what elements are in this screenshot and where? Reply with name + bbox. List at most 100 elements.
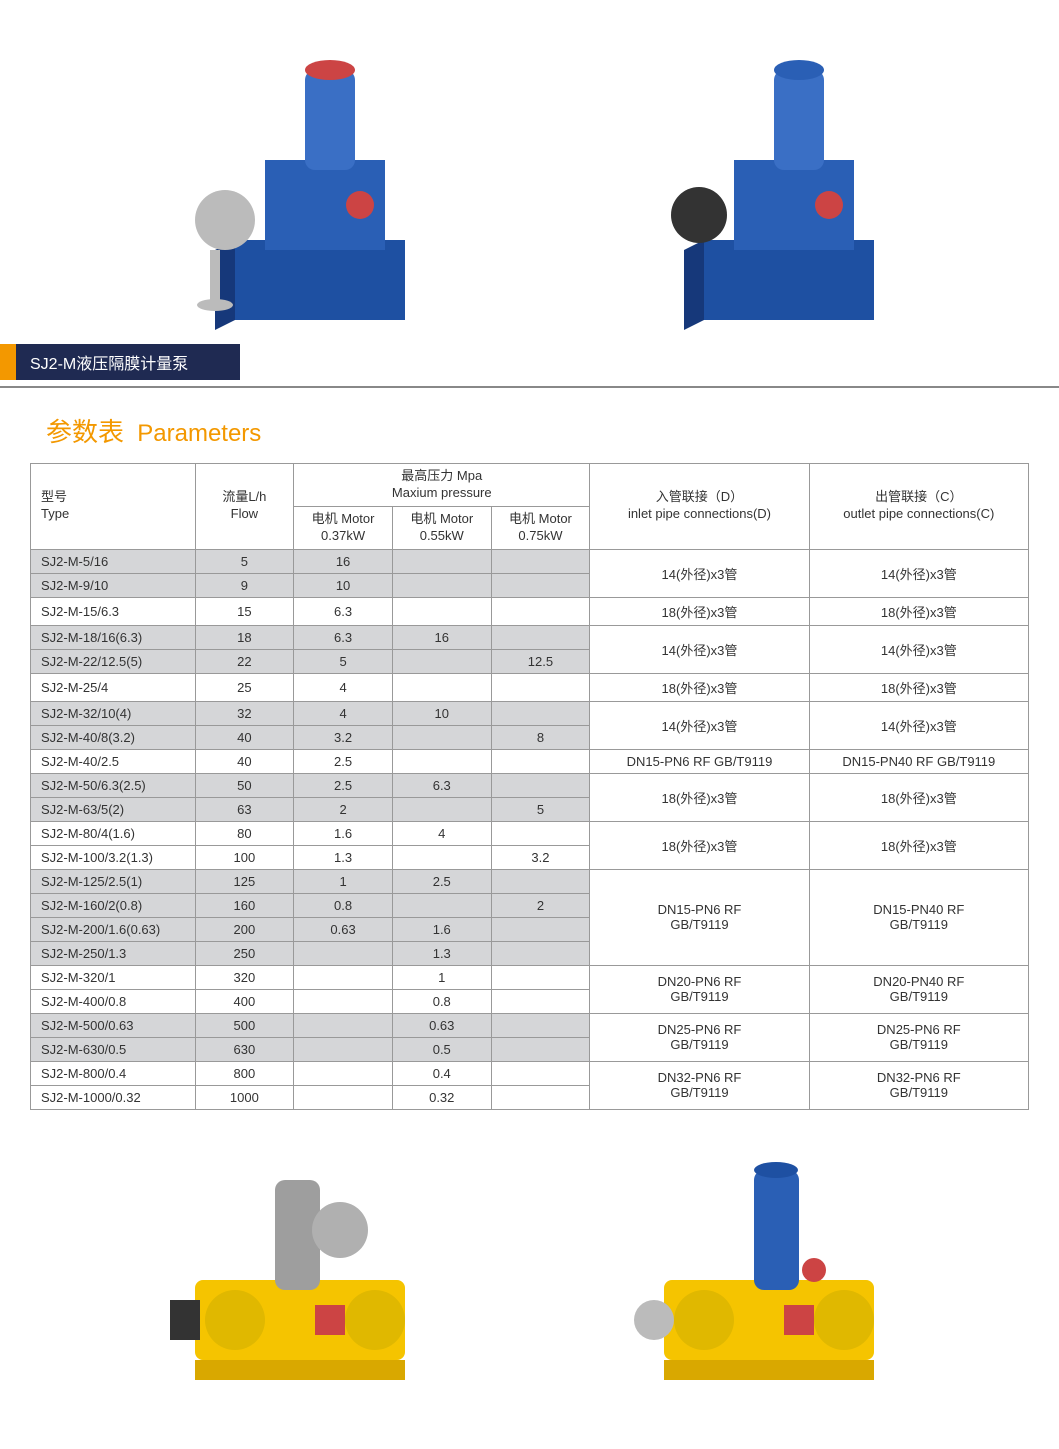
heading-cn: 参数表 xyxy=(46,417,124,447)
table-cell xyxy=(392,673,491,701)
table-cell: 320 xyxy=(195,965,294,989)
table-body: SJ2-M-5/1651614(外径)x3管14(外径)x3管SJ2-M-9/1… xyxy=(31,549,1029,1109)
table-cell: 1000 xyxy=(195,1085,294,1109)
table-cell xyxy=(392,893,491,917)
section-title: SJ2-M液压隔膜计量泵 xyxy=(16,344,240,380)
table-cell: 1 xyxy=(392,965,491,989)
table-cell: 12.5 xyxy=(491,649,590,673)
table-cell: SJ2-M-125/2.5(1) xyxy=(31,869,196,893)
table-cell: SJ2-M-500/0.63 xyxy=(31,1013,196,1037)
th-type: 型号 Type xyxy=(31,464,196,550)
table-cell: 2.5 xyxy=(392,869,491,893)
th-pressure: 最高压力 Mpa Maxium pressure xyxy=(294,464,590,507)
table-cell: 1.6 xyxy=(392,917,491,941)
table-cell: 100 xyxy=(195,845,294,869)
table-cell: SJ2-M-100/3.2(1.3) xyxy=(31,845,196,869)
inlet-cell: DN15-PN6 RF GB/T9119 xyxy=(590,749,809,773)
table-cell xyxy=(392,649,491,673)
table-cell: 800 xyxy=(195,1061,294,1085)
table-cell: 25 xyxy=(195,673,294,701)
table-cell: SJ2-M-63/5(2) xyxy=(31,797,196,821)
inlet-cell: DN20-PN6 RF GB/T9119 xyxy=(590,965,809,1013)
inlet-cell: DN32-PN6 RF GB/T9119 xyxy=(590,1061,809,1109)
table-cell: 1.6 xyxy=(294,821,393,845)
inlet-cell: 18(外径)x3管 xyxy=(590,597,809,625)
table-cell: 10 xyxy=(392,701,491,725)
table-cell: SJ2-M-160/2(0.8) xyxy=(31,893,196,917)
table-row: SJ2-M-15/6.3156.318(外径)x3管18(外径)x3管 xyxy=(31,597,1029,625)
table-cell: 0.8 xyxy=(294,893,393,917)
table-cell: 63 xyxy=(195,797,294,821)
outlet-cell: DN20-PN40 RF GB/T9119 xyxy=(809,965,1028,1013)
table-cell xyxy=(392,573,491,597)
pump-image-yellow-right xyxy=(614,1140,914,1400)
parameters-table: 型号 Type 流量L/h Flow 最高压力 Mpa Maxium press… xyxy=(30,463,1029,1110)
outlet-cell: 18(外径)x3管 xyxy=(809,821,1028,869)
table-cell: 3.2 xyxy=(294,725,393,749)
table-cell: 9 xyxy=(195,573,294,597)
table-cell xyxy=(392,549,491,573)
table-cell: 0.8 xyxy=(392,989,491,1013)
table-cell: 5 xyxy=(294,649,393,673)
table-cell: SJ2-M-15/6.3 xyxy=(31,597,196,625)
table-cell xyxy=(392,797,491,821)
table-cell: 1.3 xyxy=(392,941,491,965)
th-flow: 流量L/h Flow xyxy=(195,464,294,550)
table-cell: 2 xyxy=(491,893,590,917)
outlet-cell: 18(外径)x3管 xyxy=(809,673,1028,701)
table-cell: 4 xyxy=(392,821,491,845)
th-pressure-en: Maxium pressure xyxy=(300,485,583,502)
table-cell: 2 xyxy=(294,797,393,821)
table-cell xyxy=(491,625,590,649)
table-cell: 630 xyxy=(195,1037,294,1061)
pump-image-yellow-left xyxy=(145,1140,445,1400)
table-row: SJ2-M-500/0.635000.63DN25-PN6 RF GB/T911… xyxy=(31,1013,1029,1037)
table-cell: 1.3 xyxy=(294,845,393,869)
table-cell xyxy=(491,965,590,989)
table-cell xyxy=(491,673,590,701)
table-cell: SJ2-M-1000/0.32 xyxy=(31,1085,196,1109)
inlet-cell: 14(外径)x3管 xyxy=(590,701,809,749)
table-cell: SJ2-M-18/16(6.3) xyxy=(31,625,196,649)
table-cell: SJ2-M-25/4 xyxy=(31,673,196,701)
table-row: SJ2-M-18/16(6.3)186.31614(外径)x3管14(外径)x3… xyxy=(31,625,1029,649)
table-cell: 32 xyxy=(195,701,294,725)
table-row: SJ2-M-32/10(4)3241014(外径)x3管14(外径)x3管 xyxy=(31,701,1029,725)
table-cell: 200 xyxy=(195,917,294,941)
section-title-bar: SJ2-M液压隔膜计量泵 xyxy=(0,344,1059,380)
outlet-cell: 18(外径)x3管 xyxy=(809,773,1028,821)
table-cell: 3.2 xyxy=(491,845,590,869)
th-outlet-cn: 出管联接（C） xyxy=(816,489,1022,506)
outlet-cell: DN15-PN40 RF GB/T9119 xyxy=(809,869,1028,965)
table-cell: 18 xyxy=(195,625,294,649)
table-cell: 6.3 xyxy=(294,625,393,649)
table-row: SJ2-M-320/13201DN20-PN6 RF GB/T9119DN20-… xyxy=(31,965,1029,989)
table-cell: SJ2-M-5/16 xyxy=(31,549,196,573)
table-cell: SJ2-M-630/0.5 xyxy=(31,1037,196,1061)
table-cell: 0.32 xyxy=(392,1085,491,1109)
table-cell xyxy=(491,749,590,773)
table-cell xyxy=(491,1013,590,1037)
outlet-cell: DN32-PN6 RF GB/T9119 xyxy=(809,1061,1028,1109)
table-cell xyxy=(294,1085,393,1109)
th-pressure-cn: 最高压力 Mpa xyxy=(300,468,583,485)
inlet-cell: DN15-PN6 RF GB/T9119 xyxy=(590,869,809,965)
th-type-cn: 型号 xyxy=(41,489,189,506)
table-cell: SJ2-M-32/10(4) xyxy=(31,701,196,725)
table-cell xyxy=(294,941,393,965)
table-cell xyxy=(491,549,590,573)
table-cell: 250 xyxy=(195,941,294,965)
table-row: SJ2-M-5/1651614(外径)x3管14(外径)x3管 xyxy=(31,549,1029,573)
table-cell xyxy=(392,749,491,773)
table-cell: 8 xyxy=(491,725,590,749)
table-cell xyxy=(491,821,590,845)
table-cell xyxy=(491,941,590,965)
orange-accent xyxy=(0,344,16,380)
table-cell: 5 xyxy=(195,549,294,573)
th-outlet: 出管联接（C） outlet pipe connections(C) xyxy=(809,464,1028,550)
table-cell: SJ2-M-40/2.5 xyxy=(31,749,196,773)
pump-image-blue-right xyxy=(624,40,904,340)
th-type-en: Type xyxy=(41,506,189,523)
table-cell xyxy=(294,1037,393,1061)
table-cell: SJ2-M-400/0.8 xyxy=(31,989,196,1013)
